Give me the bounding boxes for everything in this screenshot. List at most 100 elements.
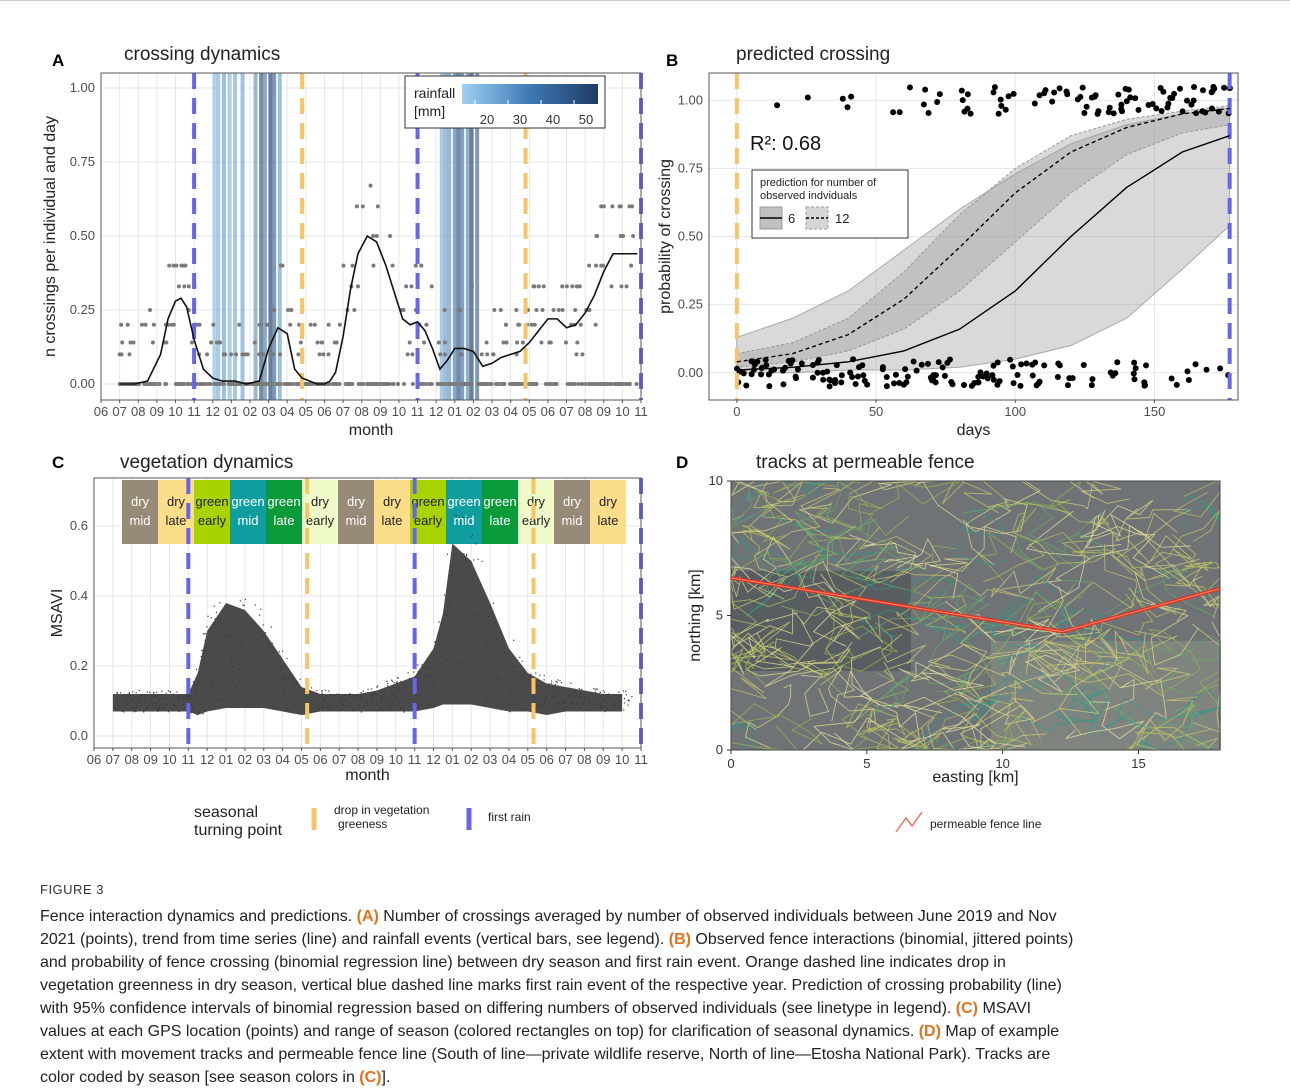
crossing-point: [317, 352, 322, 357]
msavi-point: [349, 693, 351, 695]
observation-point: [1135, 106, 1142, 113]
msavi-point: [324, 689, 326, 691]
movement-track: [903, 686, 1026, 748]
msavi-point: [448, 619, 450, 621]
x-tick-label: 08: [124, 752, 138, 767]
msavi-point: [293, 704, 295, 707]
x-tick-label: 5: [863, 756, 870, 771]
y-tick-label: 0.75: [70, 154, 95, 169]
msavi-point: [557, 679, 559, 681]
observation-point: [883, 373, 890, 380]
msavi-point: [344, 693, 346, 696]
crossing-point: [343, 382, 348, 386]
crossing-point: [205, 382, 210, 386]
msavi-point: [471, 578, 473, 580]
msavi-point: [193, 701, 196, 704]
movement-track: [1102, 628, 1201, 695]
msavi-point: [278, 651, 281, 653]
msavi-point: [540, 711, 543, 713]
msavi-point: [555, 702, 558, 705]
msavi-point: [469, 662, 471, 664]
crossing-point: [218, 340, 223, 345]
msavi-point: [336, 693, 338, 695]
movement-track: [855, 595, 996, 642]
fence-line-highlight: [730, 577, 1221, 633]
msavi-point: [329, 700, 331, 702]
movement-track: [1115, 697, 1221, 751]
colorbar-label: 30: [513, 112, 527, 127]
msavi-point: [482, 686, 484, 689]
crossing-point: [182, 284, 187, 289]
crossing-point: [514, 308, 519, 312]
msavi-point: [393, 682, 395, 684]
msavi-point: [387, 682, 389, 685]
msavi-point: [511, 671, 513, 673]
msavi-point: [190, 703, 192, 705]
msavi-point: [481, 693, 483, 695]
msavi-point: [396, 681, 398, 684]
x-tick-label: 02: [238, 752, 252, 767]
msavi-point: [206, 626, 208, 628]
msavi-point: [462, 586, 464, 588]
fence-legend-key: [895, 811, 923, 833]
msavi-point: [219, 602, 221, 604]
msavi-point: [438, 621, 440, 623]
crossing-point: [573, 308, 578, 312]
msavi-point: [606, 708, 609, 710]
crossing-point: [564, 340, 569, 345]
msavi-point: [333, 703, 335, 705]
crossing-point: [618, 382, 623, 386]
msavi-point: [571, 702, 573, 704]
crossing-point: [176, 284, 181, 289]
crossing-point: [470, 284, 475, 289]
msavi-point: [267, 663, 270, 665]
crossing-point: [237, 322, 242, 327]
msavi-point: [261, 657, 263, 659]
msavi-point: [394, 695, 396, 698]
msavi-point: [339, 696, 341, 698]
msavi-point: [505, 682, 508, 685]
msavi-point: [267, 699, 270, 701]
msavi-point: [603, 691, 606, 693]
crossing-point: [147, 308, 152, 312]
msavi-point: [195, 694, 197, 696]
crossing-point: [564, 284, 569, 289]
crossing-point: [609, 382, 614, 386]
observation-point: [977, 369, 984, 376]
msavi-point: [264, 632, 267, 634]
msavi-point: [269, 701, 271, 704]
msavi-point: [371, 688, 373, 690]
msavi-point: [390, 693, 393, 696]
msavi-point: [547, 705, 549, 707]
msavi-point: [495, 676, 497, 678]
msavi-point: [600, 705, 603, 707]
msavi-point: [284, 665, 286, 667]
msavi-point: [476, 594, 478, 596]
crossing-point: [375, 204, 380, 209]
msavi-point: [487, 698, 489, 701]
crossing-point: [427, 382, 432, 386]
msavi-point: [217, 615, 219, 617]
msavi-point: [511, 694, 513, 696]
crossing-point: [577, 284, 582, 289]
msavi-point: [265, 664, 267, 666]
msavi-point: [449, 605, 451, 607]
msavi-point: [576, 702, 578, 705]
observation-point: [934, 99, 941, 106]
x-tick-label: 08: [578, 404, 592, 419]
msavi-point: [303, 703, 305, 705]
observation-point: [1221, 84, 1228, 91]
msavi-point: [417, 664, 419, 666]
msavi-point: [376, 700, 378, 702]
msavi-point: [403, 711, 405, 713]
movement-track: [937, 610, 1014, 645]
r2-label: R²: 0.68: [750, 133, 821, 155]
crossing-point: [593, 322, 598, 327]
x-tick-label: 03: [261, 404, 275, 419]
msavi-point: [554, 683, 557, 686]
msavi-point: [561, 701, 563, 703]
x-tick-label: 12: [200, 752, 214, 767]
msavi-point: [379, 699, 381, 701]
msavi-point: [277, 661, 279, 663]
msavi-point: [373, 692, 376, 695]
